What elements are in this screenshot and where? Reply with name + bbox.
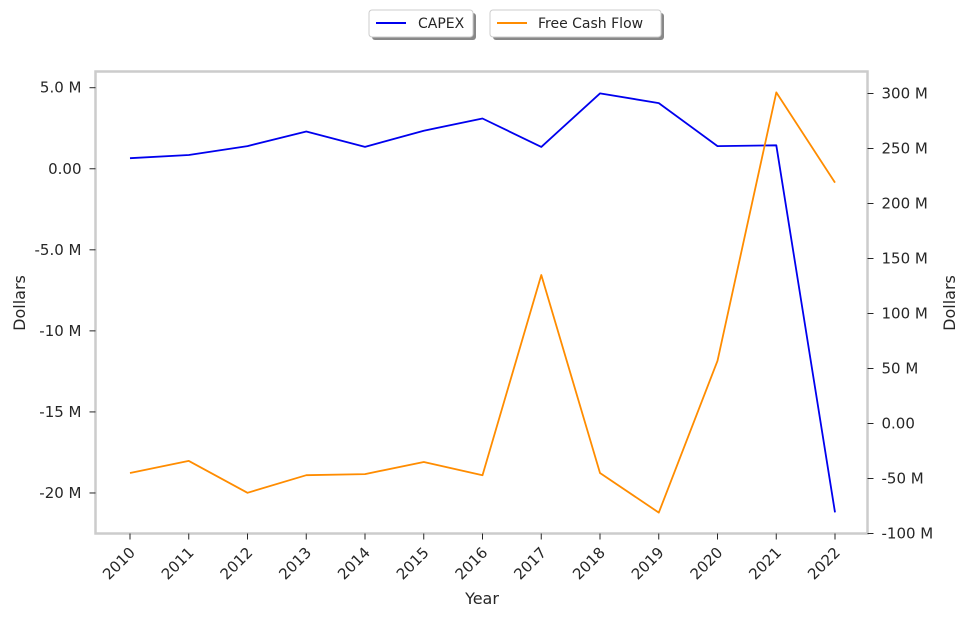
legend-item-free-cash-flow[interactable]: Free Cash Flow — [489, 9, 664, 40]
right-tick-label: -100 M — [882, 525, 934, 543]
x-axis-label: Year — [464, 589, 499, 608]
plot-frame — [94, 70, 869, 535]
x-tick-label: 2021 — [745, 544, 785, 584]
left-axis: 5.0 M 0.00 -5.0 M -10 M -15 M -20 M — [35, 79, 96, 502]
right-y-axis-label: Dollars — [940, 275, 959, 331]
right-tick-label: -50 M — [882, 470, 924, 488]
left-tick-label: -5.0 M — [35, 241, 82, 259]
x-tick-label: 2016 — [452, 544, 492, 584]
x-tick-label: 2022 — [804, 544, 844, 584]
series-lines — [129, 91, 836, 514]
x-axis: 2010 2011 2012 2013 2014 2015 2016 2017 2018 2019… — [99, 533, 844, 584]
legend-item-capex[interactable]: CAPEX — [368, 9, 476, 40]
legend-label-capex: CAPEX — [418, 16, 465, 32]
x-tick-label: 2010 — [99, 544, 139, 584]
x-tick-label: 2020 — [687, 544, 727, 584]
right-tick-label: 250 M — [882, 140, 928, 158]
left-y-axis-label: Dollars — [10, 275, 29, 331]
x-tick-label: 2015 — [393, 544, 433, 584]
right-tick-label: 50 M — [882, 360, 919, 378]
right-tick-label: 100 M — [882, 305, 928, 323]
left-tick-label: 5.0 M — [40, 79, 82, 97]
x-tick-label: 2012 — [217, 544, 257, 584]
legend-label-free-cash-flow: Free Cash Flow — [538, 16, 643, 32]
right-tick-label: 300 M — [882, 85, 928, 103]
right-tick-label: 150 M — [882, 250, 928, 268]
left-tick-label: -10 M — [39, 322, 81, 340]
right-axis: 300 M 250 M 200 M 150 M 100 M 50 M 0.00 -50 M -1… — [867, 85, 934, 543]
left-tick-label: -15 M — [39, 403, 81, 421]
x-tick-label: 2014 — [334, 544, 374, 584]
legend: CAPEX Free Cash Flow — [368, 9, 664, 40]
right-tick-label: 0.00 — [882, 415, 915, 433]
x-tick-label: 2011 — [158, 544, 198, 584]
left-tick-label: -20 M — [39, 484, 81, 502]
x-tick-label: 2018 — [569, 544, 609, 584]
series-line-free-cash-flow — [129, 91, 836, 514]
x-tick-label: 2013 — [275, 544, 315, 584]
series-line-capex — [129, 92, 836, 513]
x-tick-label: 2017 — [510, 544, 550, 584]
right-tick-label: 200 M — [882, 195, 928, 213]
x-tick-label: 2019 — [628, 544, 668, 584]
left-tick-label: 0.00 — [48, 160, 81, 178]
